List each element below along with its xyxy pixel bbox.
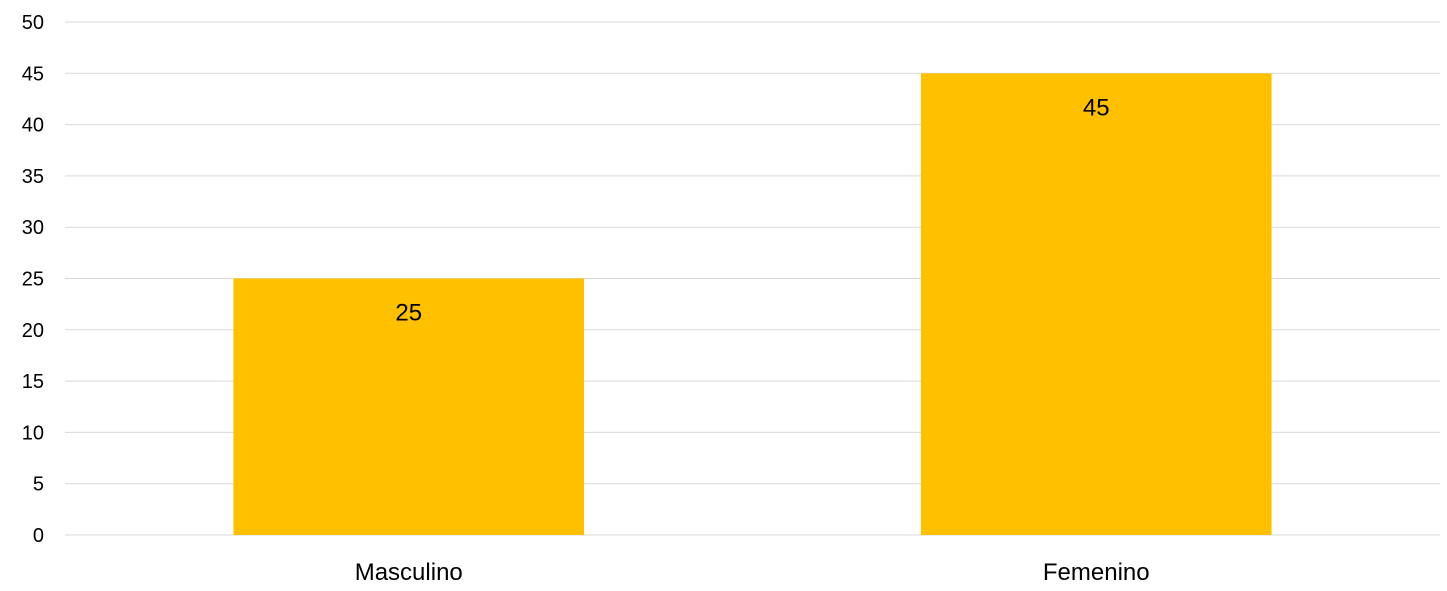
bar-masculino — [233, 278, 585, 535]
y-tick-label: 30 — [22, 217, 44, 239]
y-tick-label: 35 — [22, 166, 44, 188]
data-label-femenino: 45 — [1083, 94, 1110, 121]
x-tick-label-femenino: Femenino — [1043, 559, 1150, 586]
y-tick-label: 20 — [22, 320, 44, 342]
bars — [233, 73, 1272, 536]
y-tick-label: 40 — [22, 115, 44, 137]
data-label-masculino: 25 — [395, 300, 422, 327]
y-tick-label: 25 — [22, 269, 44, 291]
y-tick-label: 15 — [22, 371, 44, 393]
data-labels: 25 45 — [395, 94, 1109, 326]
y-tick-label: 50 — [22, 12, 44, 34]
bar-femenino — [920, 73, 1272, 536]
y-axis-ticks: 0 5 10 15 20 25 30 35 40 45 50 — [22, 12, 44, 547]
x-tick-label-masculino: Masculino — [355, 559, 463, 586]
y-tick-label: 45 — [22, 63, 44, 85]
y-tick-label: 10 — [22, 422, 44, 444]
y-tick-label: 0 — [33, 525, 44, 547]
y-tick-label: 5 — [33, 474, 44, 496]
x-axis-ticks: Masculino Femenino — [355, 559, 1150, 586]
